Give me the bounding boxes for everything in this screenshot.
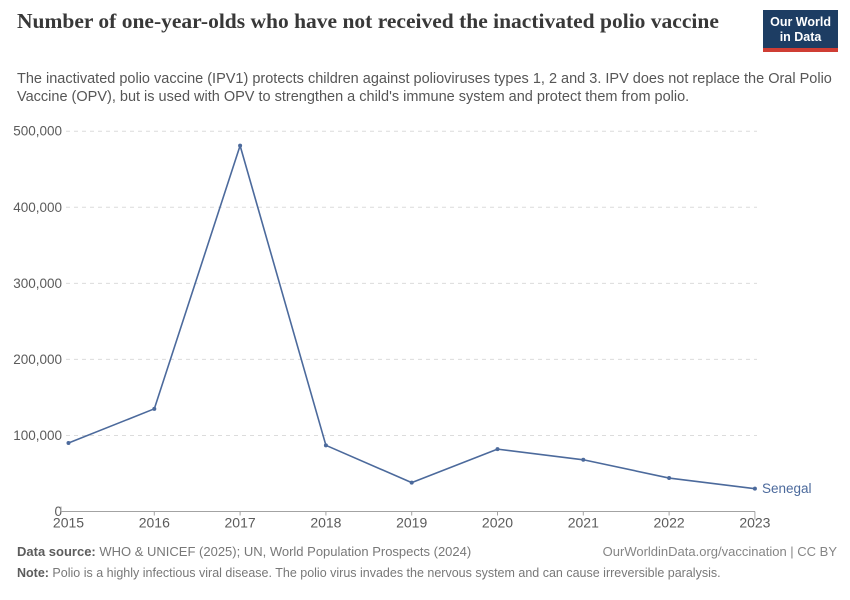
owid-logo-line1: Our World xyxy=(770,15,831,29)
y-tick-label: 0 xyxy=(54,504,62,519)
data-source-label: Data source: xyxy=(17,544,96,559)
data-source-line: Data source: WHO & UNICEF (2025); UN, Wo… xyxy=(17,544,471,559)
note-label: Note: xyxy=(17,566,49,580)
note-line: Note: Polio is a highly infectious viral… xyxy=(17,566,837,580)
data-point[interactable] xyxy=(667,476,672,481)
data-point[interactable] xyxy=(66,441,71,446)
y-tick-label: 200,000 xyxy=(13,352,62,367)
owid-logo-line2: in Data xyxy=(779,30,822,44)
page-title: Number of one-year-olds who have not rec… xyxy=(17,9,719,33)
x-tick-label: 2022 xyxy=(654,515,685,531)
credit-link[interactable]: OurWorldinData.org/vaccination | CC BY xyxy=(602,544,837,559)
x-tick-label: 2017 xyxy=(225,515,256,531)
x-tick-label: 2015 xyxy=(53,515,84,531)
data-point[interactable] xyxy=(323,443,328,448)
x-tick-label: 2016 xyxy=(139,515,170,531)
y-tick-label: 500,000 xyxy=(13,124,62,139)
x-tick-label: 2023 xyxy=(739,515,770,531)
x-tick-label: 2020 xyxy=(482,515,513,531)
data-point[interactable] xyxy=(152,406,157,411)
chart-canvas[interactable]: 0 100,000 200,000 300,000 400,000 500,000 2015… xyxy=(0,118,850,542)
data-point[interactable] xyxy=(752,486,757,491)
x-tick-label: 2021 xyxy=(568,515,599,531)
owid-logo[interactable]: Our World in Data xyxy=(763,10,838,52)
data-point[interactable] xyxy=(495,447,500,452)
data-point[interactable] xyxy=(581,457,586,462)
page-subtitle: The inactivated polio vaccine (IPV1) pro… xyxy=(17,71,832,105)
chart-footer: Data source: WHO & UNICEF (2025); UN, Wo… xyxy=(17,544,837,580)
data-point[interactable] xyxy=(238,143,243,148)
series-end-label[interactable]: Senegal xyxy=(762,481,812,496)
data-source-text: WHO & UNICEF (2025); UN, World Populatio… xyxy=(95,544,472,559)
y-tick-label: 300,000 xyxy=(13,276,62,291)
y-tick-label: 100,000 xyxy=(13,428,62,443)
x-tick-label: 2019 xyxy=(396,515,427,531)
y-tick-label: 400,000 xyxy=(13,200,62,215)
series-line[interactable] xyxy=(67,144,756,490)
data-point[interactable] xyxy=(409,480,414,485)
x-tick-label: 2018 xyxy=(310,515,341,531)
note-text: Polio is a highly infectious viral disea… xyxy=(48,566,721,580)
